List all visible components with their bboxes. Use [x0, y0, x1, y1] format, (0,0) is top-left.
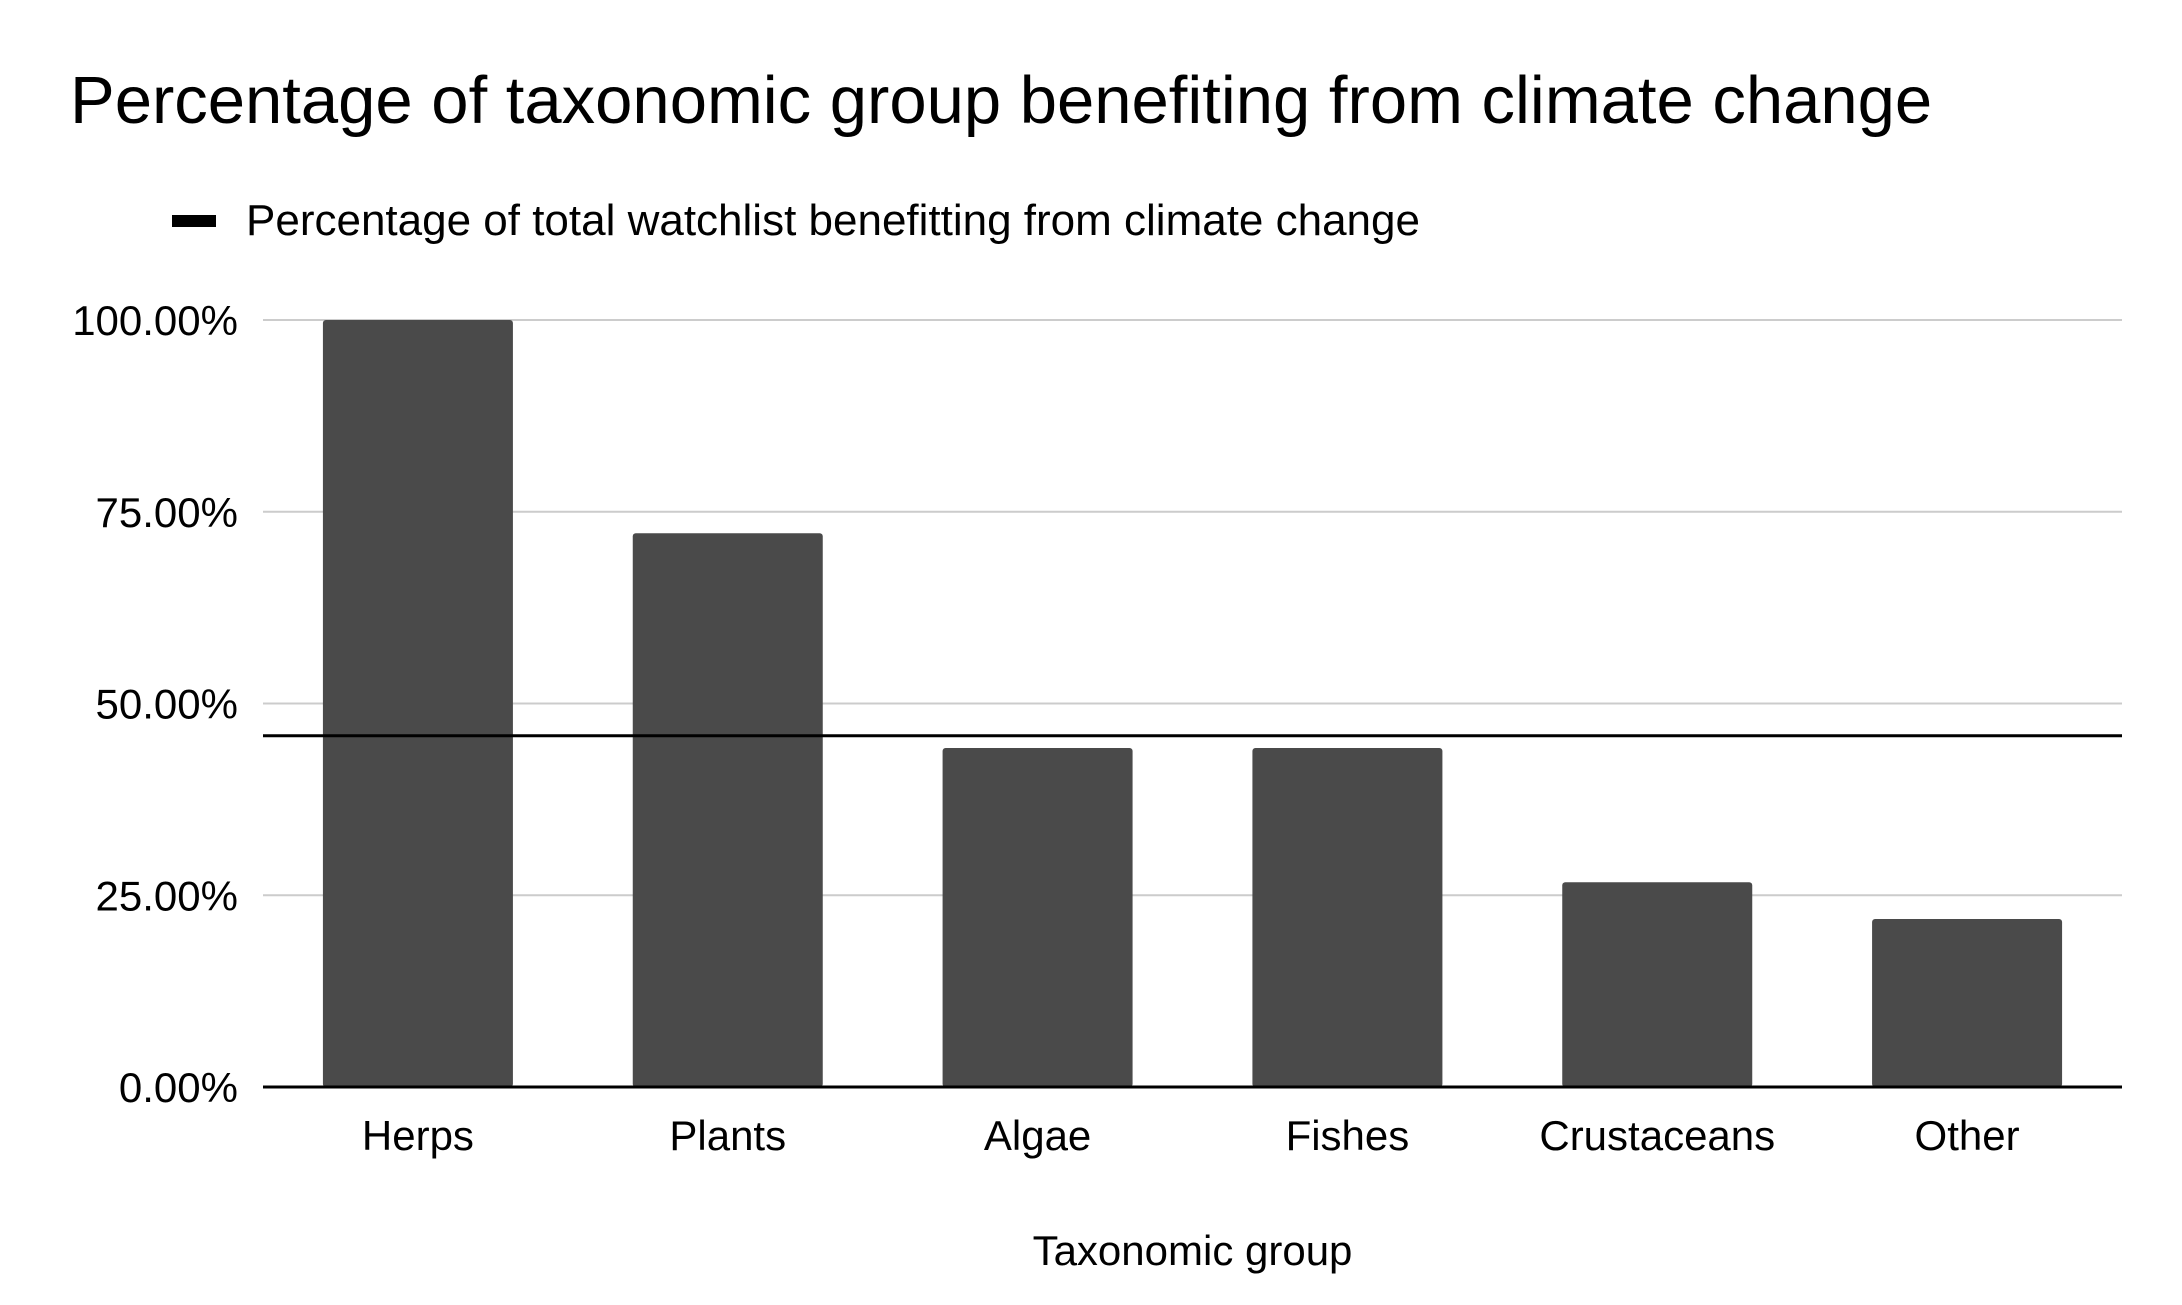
x-tick-label: Crustaceans [1539, 1112, 1775, 1159]
x-tick-label: Herps [362, 1112, 474, 1159]
legend-label: Percentage of total watchlist benefittin… [246, 196, 1420, 245]
y-tick-label: 0.00% [119, 1064, 238, 1111]
y-tick-label: 50.00% [96, 681, 238, 728]
bar-herps [322, 320, 513, 1087]
x-tick-label: Plants [669, 1112, 786, 1159]
bar-other [1872, 919, 2063, 1087]
y-tick-label: 100.00% [72, 297, 238, 344]
chart-title: Percentage of taxonomic group benefiting… [70, 63, 1933, 138]
legend-swatch-reference-line [172, 215, 216, 227]
bar-fishes [1252, 747, 1443, 1087]
x-axis-title: Taxonomic group [1033, 1227, 1353, 1274]
bar-crustaceans [1562, 882, 1753, 1087]
y-tick-label: 25.00% [96, 872, 238, 919]
x-tick-label: Algae [984, 1112, 1091, 1159]
y-tick-label: 75.00% [96, 489, 238, 536]
x-tick-label: Other [1915, 1112, 2020, 1159]
legend: Percentage of total watchlist benefittin… [172, 196, 1420, 246]
bar-plants [632, 533, 823, 1087]
x-tick-label: Fishes [1286, 1112, 1410, 1159]
bar-algae [942, 747, 1133, 1087]
